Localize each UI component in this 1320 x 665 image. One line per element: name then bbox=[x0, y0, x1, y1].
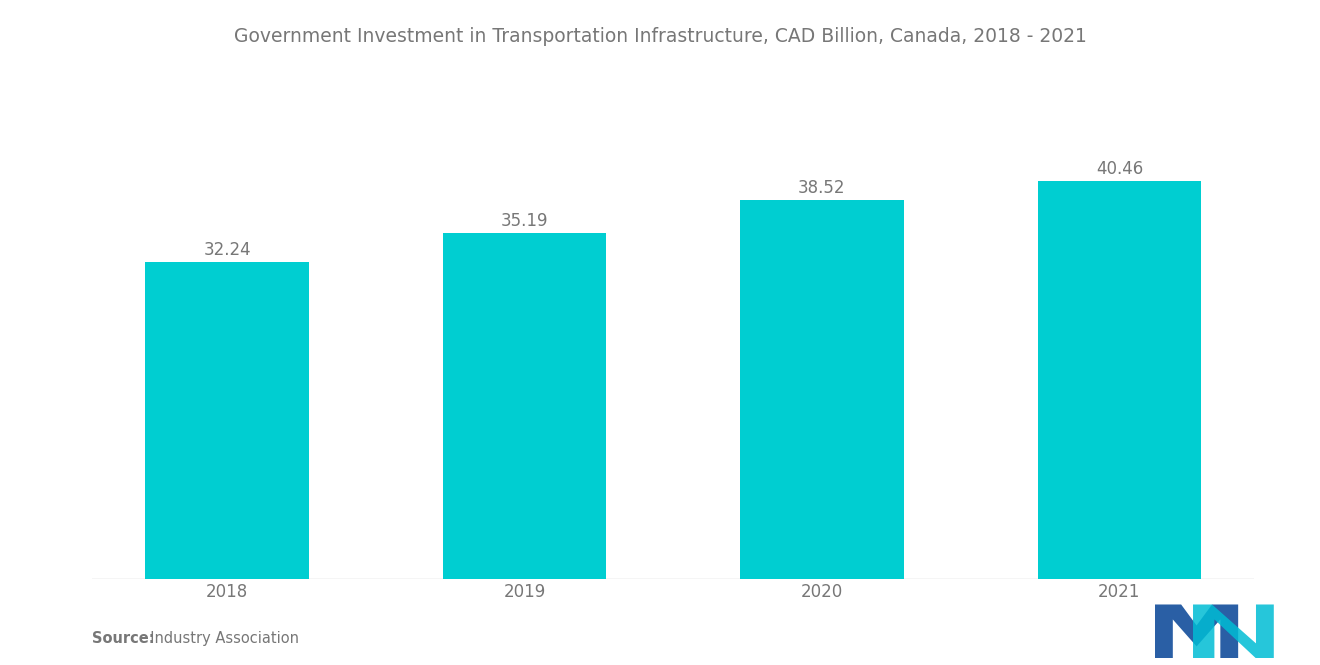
Text: Government Investment in Transportation Infrastructure, CAD Billion, Canada, 201: Government Investment in Transportation … bbox=[234, 27, 1086, 46]
Bar bbox=[741, 200, 904, 579]
Text: 40.46: 40.46 bbox=[1096, 160, 1143, 178]
Bar bbox=[1038, 181, 1201, 579]
Text: 38.52: 38.52 bbox=[799, 179, 846, 197]
Bar bbox=[442, 233, 606, 579]
Text: Source:: Source: bbox=[92, 631, 154, 646]
Text: 35.19: 35.19 bbox=[500, 211, 548, 229]
Text: 32.24: 32.24 bbox=[203, 241, 251, 259]
Polygon shape bbox=[1193, 604, 1274, 658]
Polygon shape bbox=[1155, 604, 1238, 658]
Bar bbox=[145, 261, 309, 579]
Text: Industry Association: Industry Association bbox=[141, 631, 300, 646]
